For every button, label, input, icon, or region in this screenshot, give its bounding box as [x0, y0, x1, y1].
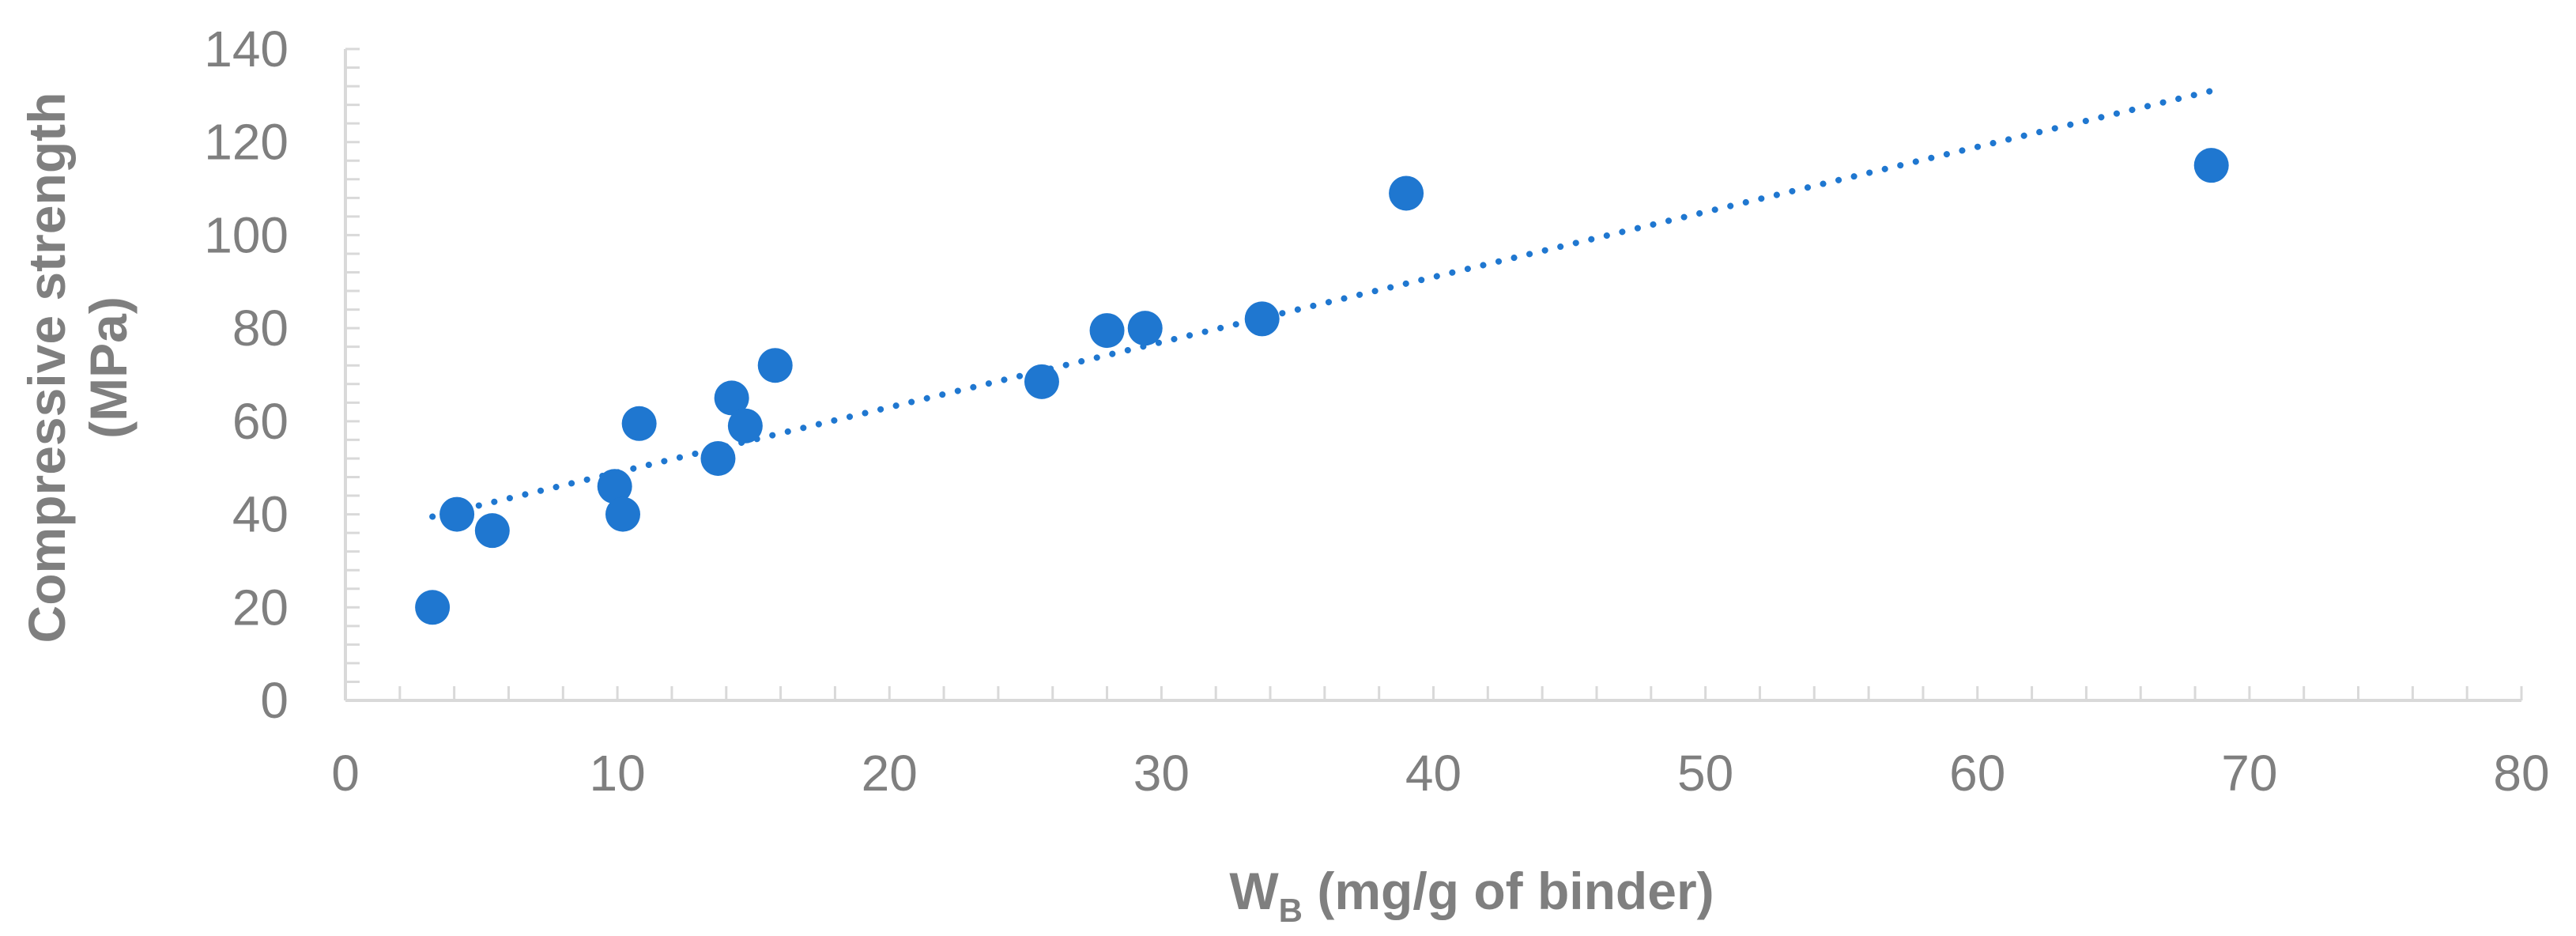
- y-tick-label: 120: [204, 114, 289, 171]
- data-point: [1024, 364, 1059, 399]
- y-axis-title-line2: (MPa): [79, 296, 138, 439]
- y-axis-title-line1: Compressive strength: [17, 92, 76, 644]
- data-point: [597, 469, 632, 504]
- data-point: [415, 590, 451, 625]
- data-point: [727, 408, 763, 443]
- data-points: [415, 148, 2229, 625]
- y-tick-label: 40: [232, 486, 289, 543]
- x-tick-label: 20: [862, 745, 918, 802]
- data-point: [700, 440, 736, 476]
- y-tick-label: 20: [232, 579, 289, 636]
- x-tick-label: 0: [331, 745, 360, 802]
- x-tick-label: 10: [590, 745, 646, 802]
- y-tick-label: 80: [232, 300, 289, 357]
- y-tick-label: 60: [232, 393, 289, 450]
- x-tick-label: 30: [1133, 745, 1190, 802]
- trendline: [429, 87, 2215, 520]
- data-point: [1244, 301, 1280, 337]
- y-tick-label: 0: [260, 672, 289, 729]
- data-point: [474, 513, 510, 549]
- data-point: [605, 496, 641, 532]
- data-point: [1089, 313, 1125, 349]
- data-point: [714, 380, 749, 416]
- x-tick-label: 70: [2221, 745, 2277, 802]
- x-tick-label: 50: [1677, 745, 1733, 802]
- data-point: [1389, 176, 1424, 211]
- y-tick-labels: 0 20 40 60 80 100 120 140: [204, 21, 289, 729]
- x-axis-title-main: W: [1229, 862, 1279, 920]
- trendline-group: [429, 87, 2215, 520]
- x-tick-label: 40: [1405, 745, 1461, 802]
- y-tick-label: 100: [204, 206, 289, 263]
- axes: [344, 47, 2523, 702]
- data-point: [621, 406, 657, 441]
- x-axis-title-subscript: B: [1279, 892, 1303, 929]
- y-tick-label: 140: [204, 21, 289, 77]
- x-tick-label: 80: [2493, 745, 2549, 802]
- x-axis-title: WB (mg/g of binder): [1229, 862, 1714, 929]
- data-point: [757, 348, 793, 383]
- x-tick-labels: 0 10 20 30 40 50 60 70 80: [331, 745, 2549, 802]
- data-point: [439, 496, 475, 532]
- data-point: [2193, 148, 2229, 183]
- x-axis-title-suffix: (mg/g of binder): [1303, 862, 1714, 920]
- data-point: [1127, 311, 1163, 346]
- x-tick-label: 60: [1949, 745, 2005, 802]
